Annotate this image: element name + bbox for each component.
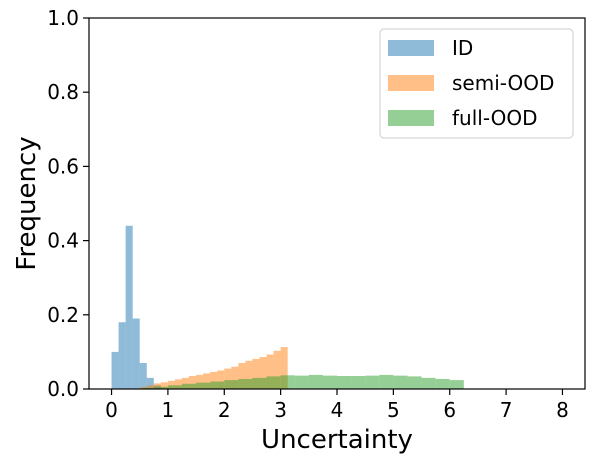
bar: [351, 376, 366, 389]
series-full-ood: [142, 374, 464, 389]
bar: [196, 374, 204, 389]
bar: [125, 225, 133, 389]
y-tick-label: 0.4: [47, 229, 79, 253]
bar: [153, 383, 161, 389]
bar: [266, 354, 274, 389]
bar: [167, 380, 175, 389]
bar: [245, 360, 253, 389]
bar: [210, 381, 225, 389]
bar: [266, 376, 281, 389]
bar: [217, 370, 225, 389]
x-tick-label: 6: [443, 398, 456, 422]
bar: [252, 377, 267, 389]
bar: [118, 322, 126, 389]
legend-entries: ID semi-OOD full-OOD: [388, 36, 554, 130]
x-tick-label: 3: [274, 398, 287, 422]
bar: [139, 363, 147, 389]
x-tick-label: 8: [556, 398, 569, 422]
bar: [238, 378, 253, 389]
bar: [259, 357, 267, 389]
bar: [273, 350, 281, 389]
bar: [379, 374, 394, 389]
bar: [189, 376, 197, 389]
legend-swatch: [388, 75, 434, 91]
bar: [393, 375, 408, 389]
x-tick-label: 2: [218, 398, 231, 422]
y-tick-label: 0.8: [47, 80, 79, 104]
legend-swatch: [388, 40, 434, 56]
bar: [322, 375, 337, 389]
bar: [224, 368, 232, 389]
bar: [365, 375, 380, 389]
bar: [153, 386, 168, 389]
y-axis-title: Frequency: [12, 136, 42, 270]
bar: [337, 376, 352, 389]
legend-label: semi-OOD: [452, 71, 554, 95]
bars-layer: [111, 225, 464, 389]
bar: [449, 380, 464, 389]
y-tick-label: 0.2: [47, 303, 79, 327]
bar: [435, 378, 450, 389]
bar: [210, 371, 218, 389]
bar: [146, 377, 154, 389]
bar: [280, 375, 295, 389]
legend-label: full-OOD: [452, 106, 538, 130]
bar: [160, 382, 168, 389]
bar: [111, 351, 119, 389]
y-tick-label: 1.0: [47, 6, 79, 30]
bar: [280, 347, 288, 389]
bar: [167, 385, 182, 389]
ticks-layer: 0 1 2 3 4 5 6 7 8 0.0 0.2 0.4 0.6 0.8 1.0: [47, 6, 569, 422]
bar: [294, 375, 309, 389]
legend-entry: semi-OOD: [388, 71, 554, 95]
bar: [308, 374, 323, 389]
bar: [252, 358, 260, 389]
bar: [231, 366, 239, 389]
x-tick-label: 4: [331, 398, 344, 422]
x-axis-title: Uncertainty: [261, 425, 413, 455]
bar: [174, 379, 182, 389]
x-tick-label: 0: [105, 398, 118, 422]
x-tick-label: 5: [387, 398, 400, 422]
legend-swatch: [388, 110, 434, 126]
bar: [146, 385, 154, 389]
series-id: [111, 225, 161, 389]
bar: [203, 373, 211, 389]
bar: [182, 377, 190, 389]
bar: [421, 377, 436, 389]
bar: [407, 376, 422, 389]
x-tick-label: 1: [162, 398, 175, 422]
bar: [196, 382, 211, 389]
legend-entry: full-OOD: [388, 106, 538, 130]
bar: [182, 383, 197, 389]
bar: [132, 318, 140, 389]
legend-entry: ID: [388, 36, 473, 60]
x-tick-label: 7: [500, 398, 513, 422]
legend: ID semi-OOD full-OOD: [379, 28, 574, 139]
series-semi-ood: [139, 347, 288, 389]
bar: [238, 363, 246, 389]
y-tick-label: 0.6: [47, 154, 79, 178]
y-tick-label: 0.0: [47, 377, 79, 401]
legend-label: ID: [452, 36, 473, 60]
bar: [224, 380, 239, 389]
